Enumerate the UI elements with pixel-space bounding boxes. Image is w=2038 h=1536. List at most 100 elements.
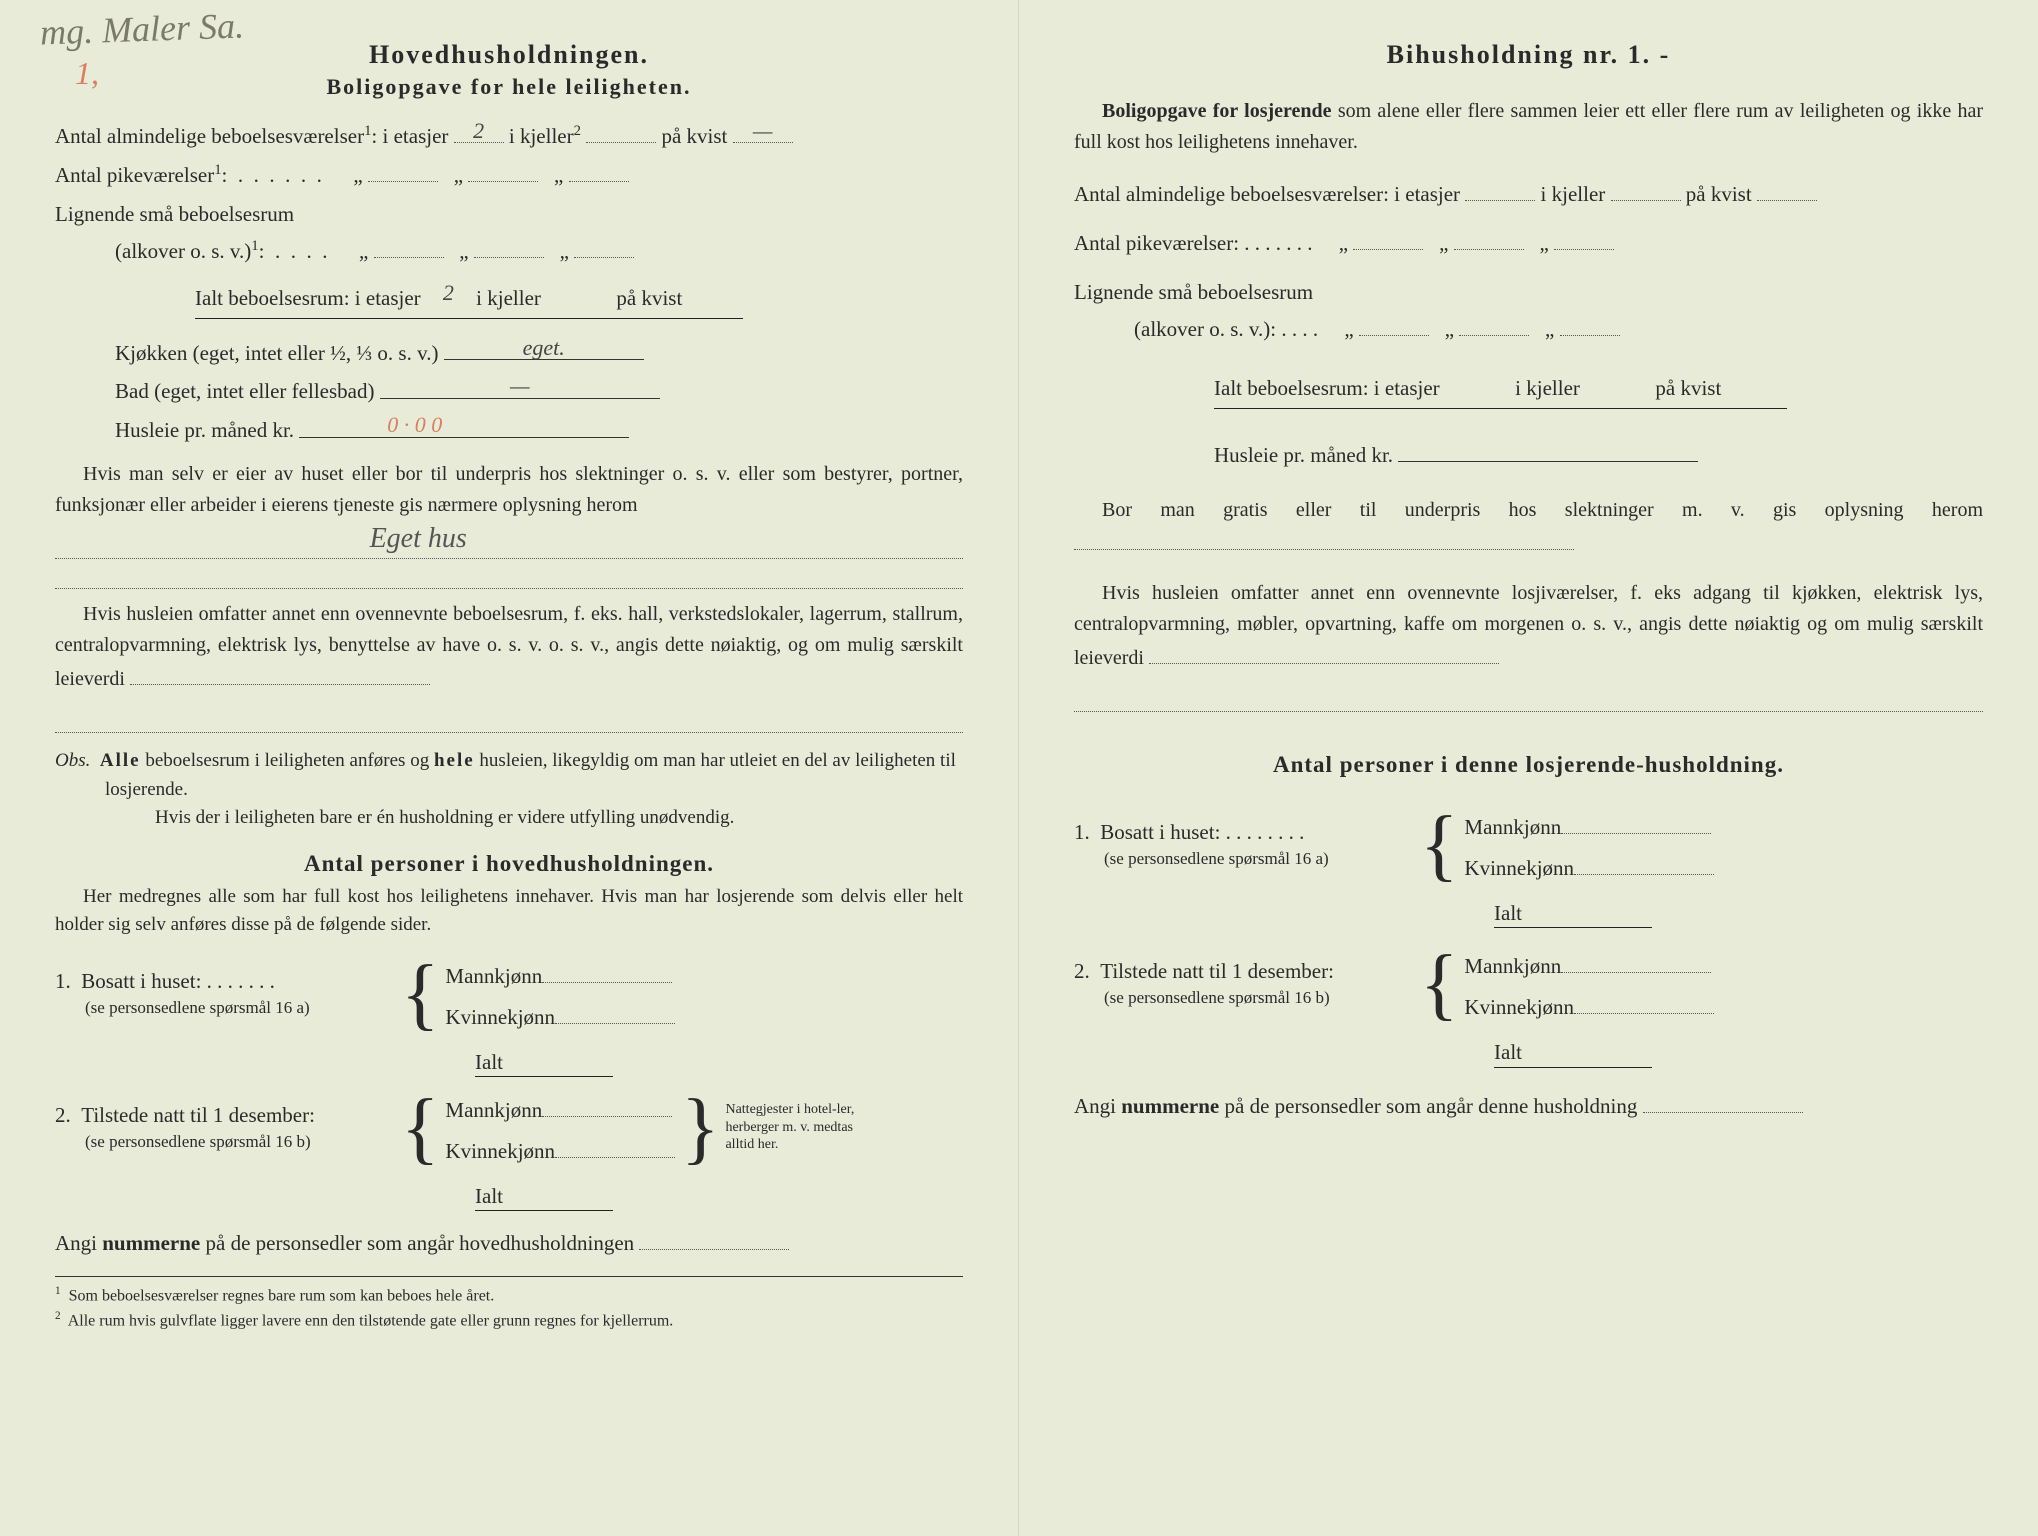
val-etasjer: 2 — [473, 112, 484, 151]
left-page: mg. Maler Sa. 1, Hovedhusholdningen. Bol… — [0, 0, 1019, 1536]
brace-group: { Mannkjønn Kvinnekjønn — [1414, 948, 1714, 1020]
row-ialt: Ialt beboelsesrum: i etasjer 2 i kjeller… — [55, 280, 963, 319]
blank — [1522, 895, 1652, 920]
r-ialt: Ialt beboelsesrum: i etasjer i kjeller p… — [1074, 370, 1983, 409]
text: på de personsedler som angår denne husho… — [1219, 1094, 1637, 1118]
pencil-annotation: mg. Maler Sa. — [39, 4, 244, 53]
blank — [574, 233, 634, 258]
label: (alkover o. s. v.): . . . . — [1074, 317, 1318, 341]
blank — [374, 233, 444, 258]
val: eget. — [523, 329, 565, 368]
brace-left: { — [401, 962, 439, 1026]
dotted-rule — [55, 561, 963, 589]
text: på de personsedler som angår hovedhushol… — [200, 1231, 634, 1255]
q1-label: 1. Bosatt i huset: . . . . . . . . (se p… — [1074, 820, 1414, 870]
sub: (se personsedlene spørsmål 16 b) — [1074, 988, 1330, 1007]
blank — [1353, 225, 1423, 250]
brace-right: } — [681, 1096, 719, 1160]
label: : i etasjer — [371, 124, 448, 148]
label: Kjøkken (eget, intet eller ½, ⅓ o. s. v.… — [115, 341, 438, 365]
brace-group: { Mannkjønn Kvinnekjønn — [1414, 808, 1714, 880]
para-husleie-extra: Hvis husleien omfatter annet enn ovennev… — [55, 599, 963, 695]
footnotes: 1 Som beboelsesværelser regnes bare rum … — [55, 1276, 963, 1334]
blank — [586, 118, 656, 143]
val-kvist: — — [753, 112, 773, 151]
q1-row: 1. Bosatt i huset: . . . . . . . (se per… — [55, 958, 963, 1030]
brace-group: { Mannkjønn Kvinnekjønn } Nattegjester i… — [395, 1091, 865, 1163]
text: Angi — [55, 1231, 102, 1255]
q2-label: 2. Tilstede natt til 1 desember: (se per… — [55, 1103, 395, 1153]
brace-left: { — [401, 1096, 439, 1160]
blank — [474, 233, 544, 258]
label: Husleie pr. måned kr. — [1214, 443, 1393, 467]
num: 2. — [55, 1103, 71, 1127]
label: på kvist — [1686, 182, 1752, 206]
blank — [1611, 176, 1681, 201]
q2-label: 2. Tilstede natt til 1 desember: (se per… — [1074, 959, 1414, 1009]
blank — [1445, 370, 1510, 395]
label: (alkover o. s. v.) — [55, 239, 251, 263]
val: 0 · 0 0 — [387, 406, 442, 445]
label: Bad (eget, intet eller fellesbad) — [115, 380, 374, 404]
r-section-head: Antal personer i denne losjerende-hushol… — [1074, 752, 1983, 778]
blank — [1454, 225, 1524, 250]
blank — [542, 958, 672, 983]
right-title: Bihusholdning nr. 1. - — [1074, 40, 1983, 70]
blank — [468, 157, 538, 182]
r-bottom: Angi nummerne på de personsedler som ang… — [1074, 1088, 1983, 1119]
label: på kvist — [661, 124, 727, 148]
num: 2. — [1074, 959, 1090, 983]
label: på kvist — [616, 286, 682, 310]
blank — [1522, 1034, 1652, 1059]
ialt: Ialt — [475, 1050, 503, 1074]
blank — [1561, 948, 1711, 973]
blank — [1561, 808, 1711, 833]
blank — [1074, 526, 1574, 550]
label: Antal almindelige beboelsesværelser: i e… — [1074, 182, 1460, 206]
r-ialt-1: Ialt — [1074, 895, 1983, 928]
label: i kjeller — [1515, 376, 1580, 400]
text: Angi — [1074, 1094, 1121, 1118]
r-row3: Lignende små beboelsesrum (alkover o. s.… — [1074, 274, 1983, 348]
mann-label: Mannkjønn — [445, 1098, 542, 1123]
blank — [1560, 311, 1620, 336]
text: Bor man gratis eller til underpris hos s… — [1102, 499, 1983, 521]
brace-left: { — [1420, 813, 1458, 877]
kvinne-label: Kvinnekjønn — [445, 1005, 555, 1030]
blank — [688, 280, 743, 305]
label: i kjeller — [1541, 182, 1606, 206]
blank — [1757, 176, 1817, 201]
dotted-rule: Eget hus — [55, 531, 963, 559]
obs-hele: hele — [434, 750, 475, 771]
blank — [542, 1091, 672, 1116]
ialt: Ialt — [475, 1184, 503, 1208]
blank — [503, 1044, 613, 1069]
text: beboelsesrum i leiligheten anføres og — [141, 750, 434, 771]
label: Tilstede natt til 1 desember: — [1100, 959, 1334, 983]
blank — [1574, 989, 1714, 1014]
label: Ialt beboelsesrum: i etasjer — [195, 286, 421, 310]
blank — [1643, 1088, 1803, 1113]
r-row1: Antal almindelige beboelsesværelser: i e… — [1074, 176, 1983, 213]
row-beboelse: Antal almindelige beboelsesværelser1: i … — [55, 118, 963, 155]
row-husleie: Husleie pr. måned kr. 0 · 0 0 — [55, 412, 963, 449]
val: — — [510, 367, 530, 406]
blank — [1585, 370, 1650, 395]
label: i kjeller — [509, 124, 574, 148]
dotted-rule — [1074, 684, 1983, 712]
blank — [569, 157, 629, 182]
blank — [130, 661, 430, 685]
row-pike: Antal pikeværelser1: . . . . . . „ „ „ — [55, 157, 963, 194]
row-kjokken: Kjøkken (eget, intet eller ½, ⅓ o. s. v.… — [55, 335, 963, 372]
brace-left: { — [1420, 952, 1458, 1016]
label: Lignende små beboelsesrum — [1074, 280, 1313, 304]
lead-bold: Boligopgave for losjerende — [1102, 100, 1332, 122]
ialt-row-1: Ialt — [55, 1044, 963, 1077]
label: Tilstede natt til 1 desember: — [81, 1103, 315, 1127]
blank — [1554, 225, 1614, 250]
label: Antal pikeværelser — [55, 163, 214, 187]
sub: (se personsedlene spørsmål 16 b) — [55, 1132, 311, 1151]
label: Antal almindelige beboelsesværelser — [55, 124, 364, 148]
blank — [555, 999, 675, 1024]
r-para2: Hvis husleien omfatter annet enn ovennev… — [1074, 578, 1983, 674]
